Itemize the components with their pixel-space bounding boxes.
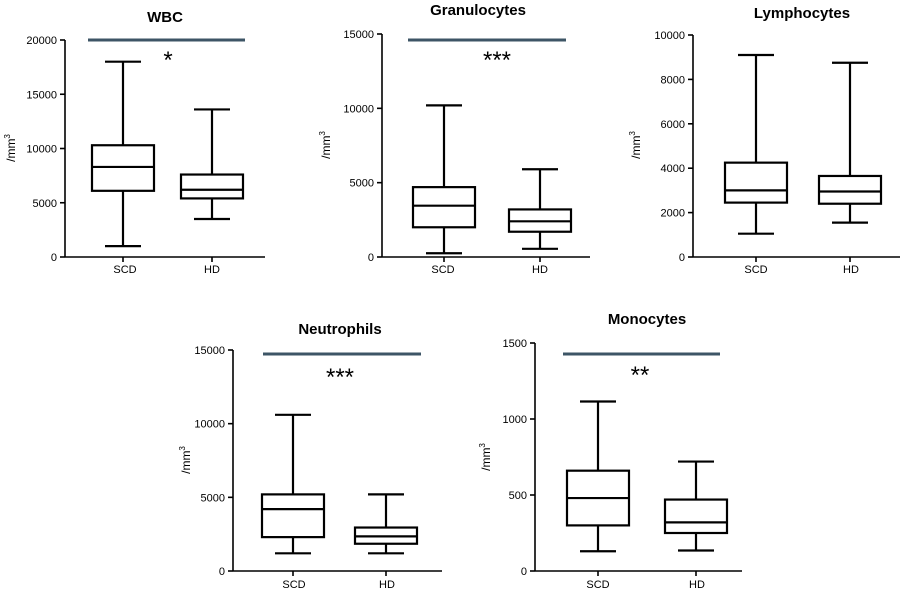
x-tick-label: HD <box>843 264 859 276</box>
chart-title: WBC <box>147 9 183 26</box>
y-tick-label: 0 <box>679 252 685 264</box>
box-marks <box>723 53 883 235</box>
y-axis-label: /mm3 <box>628 131 643 159</box>
chart-title: Granulocytes <box>430 2 526 19</box>
y-tick-label: 0 <box>521 566 527 578</box>
chart-title: Lymphocytes <box>754 5 850 22</box>
axes: 0 2000 4000 6000 8000 10000 <box>654 30 900 264</box>
axes: 0 5000 10000 15000 <box>343 29 590 264</box>
y-axis-label: /mm3 <box>178 446 193 474</box>
y-axis-label: /mm3 <box>478 443 493 471</box>
panel-wbc: WBC /mm3 0 5000 10000 15000 20000 SCD HD * <box>3 9 265 276</box>
panel-monocytes: Monocytes /mm3 0 500 1000 1500 SCD HD ** <box>478 311 742 591</box>
y-tick-label: 1000 <box>503 414 527 426</box>
x-tick-label: HD <box>532 264 548 276</box>
chart-title: Neutrophils <box>298 321 381 338</box>
axes: 0 5000 10000 15000 20000 <box>26 35 265 264</box>
y-tick-label: 8000 <box>661 74 685 86</box>
y-tick-label: 1500 <box>503 338 527 350</box>
x-tick-label: SCD <box>113 264 136 276</box>
y-tick-label: 2000 <box>661 208 685 220</box>
box-marks <box>411 104 573 255</box>
y-tick-label: 0 <box>51 252 57 264</box>
y-tick-label: 15000 <box>194 345 225 357</box>
axes: 0 5000 10000 15000 <box>194 345 442 578</box>
significance-marker: ** <box>631 362 650 389</box>
box-hd <box>663 498 729 535</box>
box-marks <box>90 60 245 248</box>
y-tick-label: 15000 <box>26 89 57 101</box>
box-hd <box>817 174 883 205</box>
y-axis-label: /mm3 <box>3 134 18 162</box>
box-marks <box>260 413 419 555</box>
panel-lymphocytes: Lymphocytes /mm3 0200040006000800010000 … <box>628 5 900 276</box>
x-tick-label: HD <box>379 579 395 591</box>
y-tick-label: 10000 <box>343 103 374 115</box>
box-hd <box>179 173 245 200</box>
y-tick-label: 15000 <box>343 29 374 41</box>
y-tick-label: 5000 <box>201 492 225 504</box>
box-marks <box>565 400 729 553</box>
box-scd <box>411 186 477 229</box>
x-tick-label: SCD <box>586 579 609 591</box>
significance-marker: *** <box>483 47 511 74</box>
x-tick-label: SCD <box>744 264 767 276</box>
y-tick-label: 5000 <box>350 178 374 190</box>
axes: 0 500 1000 1500 <box>503 338 742 578</box>
y-tick-label: 6000 <box>661 119 685 131</box>
significance-marker: *** <box>326 364 354 391</box>
box-scd <box>723 161 789 204</box>
y-tick-label: 0 <box>219 566 225 578</box>
chart-title: Monocytes <box>608 311 686 328</box>
y-tick-label: 500 <box>509 490 527 502</box>
y-tick-label: 5000 <box>33 198 57 210</box>
panel-granulocytes: Granulocytes /mm3 0 5000 10000 15000 SCD HD… <box>318 2 590 276</box>
x-tick-label: HD <box>689 579 705 591</box>
y-tick-label: 0 <box>368 252 374 264</box>
y-tick-label: 4000 <box>661 163 685 175</box>
y-axis-label: /mm3 <box>318 131 333 159</box>
significance-marker: * <box>163 47 172 74</box>
y-tick-label: 10000 <box>194 419 225 431</box>
x-tick-label: SCD <box>282 579 305 591</box>
box-scd <box>260 493 326 539</box>
x-tick-label: SCD <box>431 264 454 276</box>
x-tick-label: HD <box>204 264 220 276</box>
y-tick-label: 10000 <box>654 30 685 42</box>
y-tick-label: 20000 <box>26 35 57 47</box>
y-tick-label: 10000 <box>26 144 57 156</box>
